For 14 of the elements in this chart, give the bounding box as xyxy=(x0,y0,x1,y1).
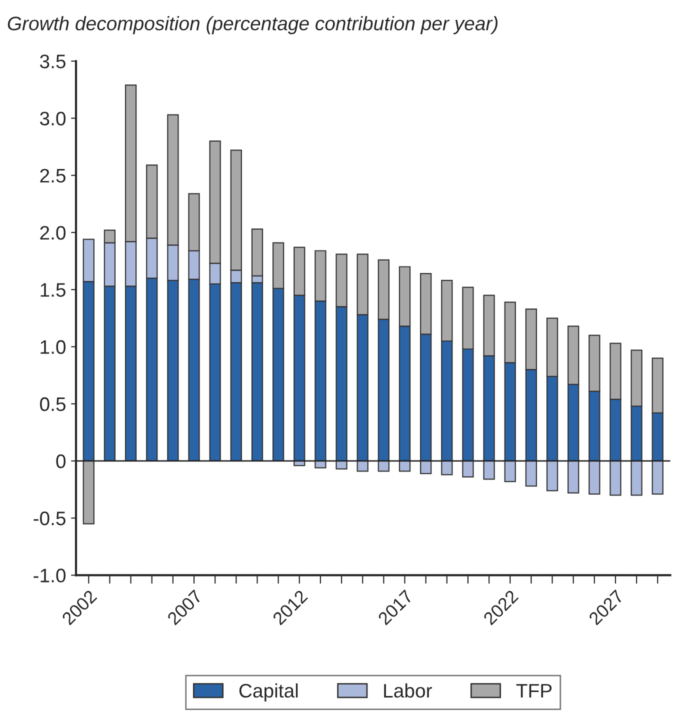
y-tick-label: -1.0 xyxy=(34,568,66,582)
legend-label: Capital xyxy=(239,683,298,702)
y-tick-label: 2.5 xyxy=(40,168,66,183)
chart-title: Growth decomposition (percentage contribution per year) xyxy=(8,16,498,34)
y-tick-label: 2.0 xyxy=(40,226,66,240)
y-tick-label: 1.0 xyxy=(40,340,66,354)
y-tick-label: 3.5 xyxy=(40,54,66,68)
y-tick-label: 3.0 xyxy=(40,112,66,126)
legend-label: TFP xyxy=(516,684,552,698)
y-tick-label: 0.5 xyxy=(40,397,66,412)
y-tick-label: 1.5 xyxy=(40,283,66,297)
y-tick-label: 0 xyxy=(56,454,66,468)
legend-label: Labor xyxy=(384,683,432,698)
y-tick-label: -0.5 xyxy=(34,512,66,526)
